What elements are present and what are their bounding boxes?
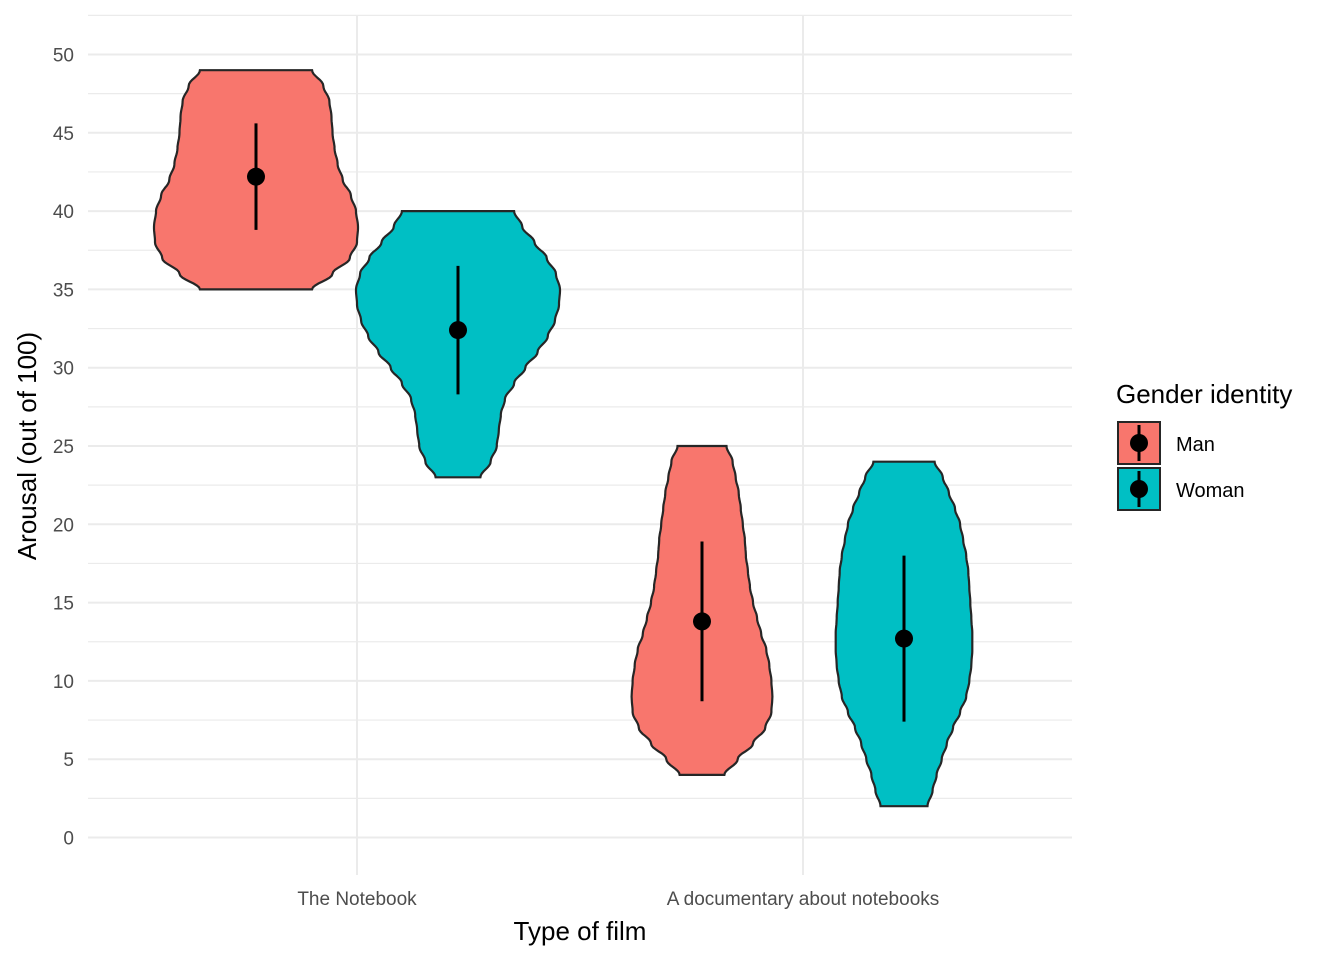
mean-point [449,321,467,340]
grid-lines [88,14,1072,875]
legend-label: Woman [1176,480,1245,502]
x-axis-title: Type of film [514,916,647,946]
legend-key-point [1130,434,1148,452]
y-tick-label: 30 [53,359,74,380]
y-tick-label: 15 [53,594,74,615]
mean-point [895,629,913,648]
y-tick-label: 45 [53,124,74,145]
y-tick-label: 10 [53,672,74,693]
legend-key-point [1130,480,1148,498]
legend-title: Gender identity [1116,379,1292,409]
x-axis-ticks: The Notebook A documentary about notebook… [297,889,939,910]
violins [152,69,974,808]
x-tick-label: A documentary about notebooks [667,889,940,910]
y-tick-label: 35 [53,280,74,301]
y-tick-label: 20 [53,515,74,536]
y-axis-title: Arousal (out of 100) [12,332,42,560]
legend-item-woman: Woman [1117,467,1245,511]
y-tick-label: 5 [63,750,74,771]
error-bars [247,123,913,722]
x-tick-label: The Notebook [297,889,417,910]
y-axis-ticks: 0 5 10 15 20 25 30 35 40 45 50 [53,46,74,850]
y-tick-label: 25 [53,437,74,458]
legend-label: Man [1176,434,1215,456]
mean-point [693,612,711,631]
legend-item-man: Man [1117,421,1215,465]
y-tick-label: 50 [53,46,74,67]
y-tick-label: 40 [53,202,74,223]
mean-point [247,167,265,186]
y-tick-label: 0 [63,829,74,850]
legend: Gender identity Man Woman [1116,379,1292,511]
